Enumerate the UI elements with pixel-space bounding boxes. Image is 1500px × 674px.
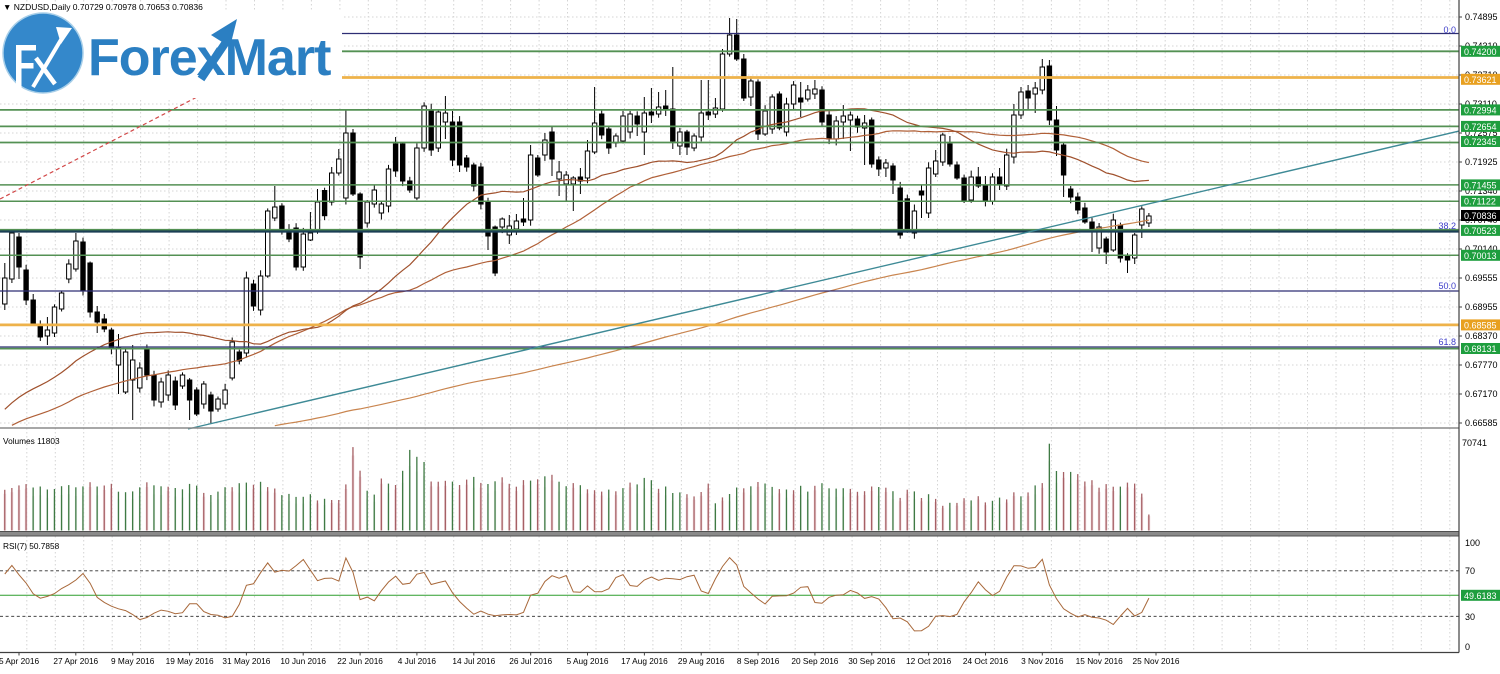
svg-text:19 May 2016: 19 May 2016 bbox=[166, 656, 214, 666]
svg-text:0.72994: 0.72994 bbox=[1464, 105, 1497, 115]
svg-text:27 Apr 2016: 27 Apr 2016 bbox=[53, 656, 98, 666]
svg-text:17 Aug 2016: 17 Aug 2016 bbox=[621, 656, 668, 666]
svg-text:0.70523: 0.70523 bbox=[1464, 226, 1497, 236]
svg-text:31 May 2016: 31 May 2016 bbox=[222, 656, 270, 666]
svg-text:ForexMart: ForexMart bbox=[88, 29, 331, 87]
svg-text:15 Nov 2016: 15 Nov 2016 bbox=[1076, 656, 1123, 666]
svg-text:0.68585: 0.68585 bbox=[1464, 320, 1497, 330]
svg-text:RSI(7) 50.7858: RSI(7) 50.7858 bbox=[3, 541, 60, 551]
svg-text:0.70836: 0.70836 bbox=[1464, 211, 1497, 221]
svg-text:10 Jun 2016: 10 Jun 2016 bbox=[280, 656, 326, 666]
svg-text:30 Sep 2016: 30 Sep 2016 bbox=[848, 656, 895, 666]
svg-text:0.66585: 0.66585 bbox=[1465, 418, 1498, 428]
svg-text:0.72654: 0.72654 bbox=[1464, 122, 1497, 132]
svg-text:100: 100 bbox=[1465, 538, 1480, 548]
svg-text:0.71455: 0.71455 bbox=[1464, 180, 1497, 190]
svg-text:0.73110: 0.73110 bbox=[1465, 99, 1497, 109]
svg-text:26 Jul 2016: 26 Jul 2016 bbox=[509, 656, 552, 666]
svg-text:0.0: 0.0 bbox=[1443, 25, 1456, 35]
svg-text:0.68955: 0.68955 bbox=[1465, 302, 1498, 312]
svg-text:5 Aug 2016: 5 Aug 2016 bbox=[567, 656, 609, 666]
svg-text:49.6183: 49.6183 bbox=[1464, 591, 1497, 601]
svg-text:0.71122: 0.71122 bbox=[1464, 197, 1496, 207]
svg-text:0: 0 bbox=[1465, 642, 1470, 652]
svg-text:50.0: 50.0 bbox=[1438, 281, 1456, 291]
svg-text:30: 30 bbox=[1465, 612, 1475, 622]
svg-text:0.68131: 0.68131 bbox=[1464, 344, 1497, 354]
svg-text:29 Aug 2016: 29 Aug 2016 bbox=[678, 656, 725, 666]
svg-text:0.72345: 0.72345 bbox=[1464, 137, 1497, 147]
svg-text:5 Apr 2016: 5 Apr 2016 bbox=[0, 656, 39, 666]
svg-text:61.8: 61.8 bbox=[1438, 337, 1456, 347]
svg-text:70741: 70741 bbox=[1462, 438, 1487, 448]
svg-text:0.68370: 0.68370 bbox=[1465, 331, 1498, 341]
svg-text:12 Oct 2016: 12 Oct 2016 bbox=[906, 656, 952, 666]
svg-text:0.67770: 0.67770 bbox=[1465, 360, 1498, 370]
svg-text:70: 70 bbox=[1465, 566, 1475, 576]
svg-text:0.69555: 0.69555 bbox=[1465, 273, 1498, 283]
svg-text:0.71925: 0.71925 bbox=[1465, 157, 1498, 167]
svg-text:0.74895: 0.74895 bbox=[1465, 12, 1498, 22]
svg-text:4 Jul 2016: 4 Jul 2016 bbox=[398, 656, 437, 666]
svg-text:9 May 2016: 9 May 2016 bbox=[111, 656, 155, 666]
svg-text:38.2: 38.2 bbox=[1438, 221, 1456, 231]
svg-text:20 Sep 2016: 20 Sep 2016 bbox=[791, 656, 838, 666]
svg-text:0.73621: 0.73621 bbox=[1464, 75, 1497, 85]
svg-text:Volumes 11803: Volumes 11803 bbox=[3, 436, 60, 446]
svg-text:25 Nov 2016: 25 Nov 2016 bbox=[1132, 656, 1179, 666]
svg-text:▼ NZDUSD,Daily 0.70729 0.709: ▼ NZDUSD,Daily 0.70729 0.70978 0.70653 0… bbox=[3, 2, 203, 12]
svg-text:0.70013: 0.70013 bbox=[1464, 251, 1497, 261]
svg-text:3 Nov 2016: 3 Nov 2016 bbox=[1021, 656, 1064, 666]
svg-text:14 Jul 2016: 14 Jul 2016 bbox=[452, 656, 495, 666]
svg-text:0.71340: 0.71340 bbox=[1465, 186, 1498, 196]
svg-text:24 Oct 2016: 24 Oct 2016 bbox=[963, 656, 1009, 666]
svg-text:22 Jun 2016: 22 Jun 2016 bbox=[337, 656, 383, 666]
svg-text:0.67170: 0.67170 bbox=[1465, 389, 1498, 399]
svg-text:0.70140: 0.70140 bbox=[1465, 244, 1498, 254]
svg-text:0.74200: 0.74200 bbox=[1464, 47, 1497, 57]
svg-text:8 Sep 2016: 8 Sep 2016 bbox=[737, 656, 780, 666]
svg-text:0.72575: 0.72575 bbox=[1465, 128, 1498, 138]
